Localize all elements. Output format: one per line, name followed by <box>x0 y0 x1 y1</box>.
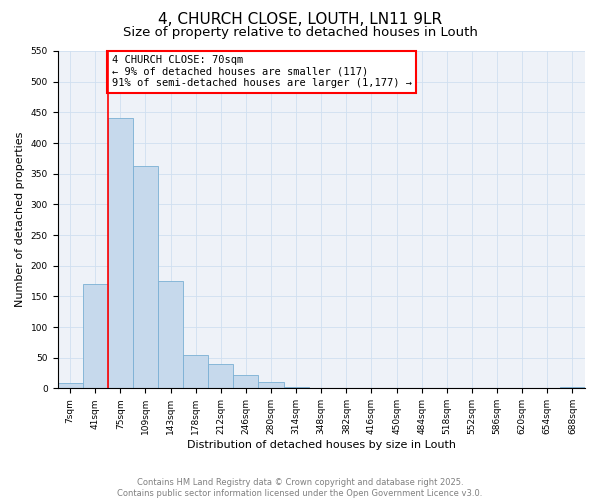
Bar <box>233 375 259 388</box>
Bar <box>108 118 133 388</box>
Bar <box>133 166 158 388</box>
Bar <box>58 384 83 388</box>
Text: 4 CHURCH CLOSE: 70sqm
← 9% of detached houses are smaller (117)
91% of semi-deta: 4 CHURCH CLOSE: 70sqm ← 9% of detached h… <box>112 56 412 88</box>
Text: 4, CHURCH CLOSE, LOUTH, LN11 9LR: 4, CHURCH CLOSE, LOUTH, LN11 9LR <box>158 12 442 28</box>
Bar <box>208 364 233 388</box>
Bar <box>560 387 585 388</box>
Bar <box>83 284 108 389</box>
Bar <box>158 281 183 388</box>
X-axis label: Distribution of detached houses by size in Louth: Distribution of detached houses by size … <box>187 440 456 450</box>
Bar <box>259 382 284 388</box>
Bar <box>284 386 309 388</box>
Bar <box>183 354 208 388</box>
Text: Size of property relative to detached houses in Louth: Size of property relative to detached ho… <box>122 26 478 39</box>
Text: Contains HM Land Registry data © Crown copyright and database right 2025.
Contai: Contains HM Land Registry data © Crown c… <box>118 478 482 498</box>
Y-axis label: Number of detached properties: Number of detached properties <box>15 132 25 308</box>
